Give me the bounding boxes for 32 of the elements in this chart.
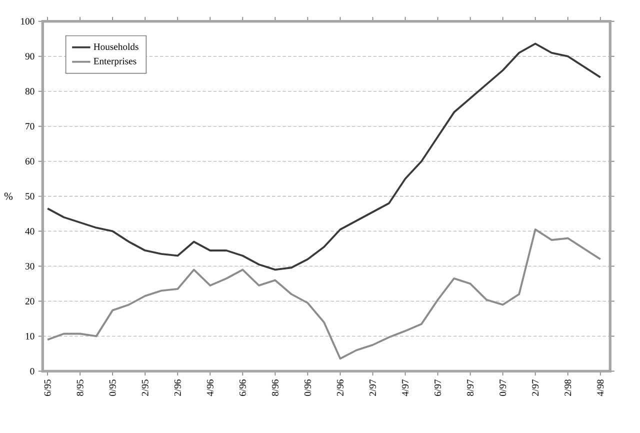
x-tick-label: 2/97: [532, 379, 539, 396]
x-tick-label: 0/95: [109, 380, 116, 396]
x-tick-label: 4/98: [597, 380, 604, 396]
x-tick-label: 8/97: [467, 379, 474, 396]
x-tick-label: 2/96: [336, 379, 344, 396]
y-tick-label: 0: [30, 368, 34, 374]
x-tick-label: 4/96: [206, 379, 214, 396]
x-tick-label: 0/96: [304, 379, 311, 396]
legend-label: Enterprises: [94, 58, 136, 66]
x-tick-label: 6/97: [434, 379, 442, 396]
y-tick-label: 50: [26, 192, 34, 200]
y-tick-label: 60: [25, 158, 34, 164]
x-tick-label: 2/98: [564, 380, 572, 396]
x-tick-label: 8/96: [272, 379, 278, 396]
x-tick-label: 8/95: [76, 380, 84, 396]
x-tick-label: 2/96: [174, 379, 181, 396]
y-tick-label: 40: [25, 228, 34, 234]
y-tick-label: 80: [25, 88, 34, 95]
x-tick-label: 2/97: [370, 379, 376, 396]
x-tick-label: 6/96: [239, 379, 246, 396]
legend-label: Households: [94, 43, 138, 50]
x-tick-label: 4/97: [402, 379, 408, 396]
y-tick-label: 10: [26, 332, 34, 340]
x-tick-label: 0/97: [500, 379, 506, 396]
y-tick-label: 20: [25, 298, 34, 304]
y-tick-label: 100: [21, 18, 34, 25]
x-tick-label: 6/95: [44, 380, 51, 396]
y-axis-title: %: [4, 192, 13, 200]
y-tick-label: 30: [25, 262, 34, 270]
y-tick-label: 70: [26, 123, 34, 130]
y-tick-label: 90: [25, 53, 34, 60]
x-tick-label: 2/95: [142, 380, 148, 396]
